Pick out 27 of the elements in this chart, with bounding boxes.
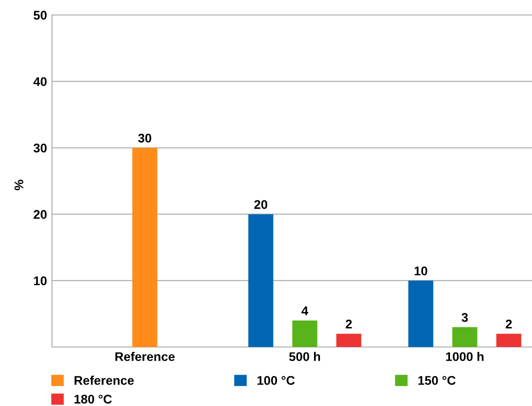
data-label: 30 [138, 134, 152, 143]
data-label: 2 [506, 320, 512, 328]
data-label: 10 [414, 266, 428, 276]
data-label: 2 [346, 320, 352, 328]
data-label: 4 [302, 306, 308, 316]
bar [408, 280, 434, 347]
bar [336, 334, 362, 347]
y-tick-label: 50 [34, 10, 47, 20]
data-label: 20 [254, 200, 268, 209]
y-tick-label: 10 [34, 276, 47, 286]
data-label: 3 [462, 312, 468, 322]
x-tick-label: Reference [115, 352, 175, 362]
y-tick-label: 20 [34, 210, 47, 219]
y-tick-label: 40 [33, 77, 47, 86]
legend-label: 150 °C [418, 376, 456, 385]
bar [452, 327, 478, 347]
legend-label: 100 °C [258, 376, 295, 385]
bar [248, 214, 274, 347]
y-tick-label: 30 [34, 144, 47, 152]
bar [292, 320, 318, 347]
bar [132, 148, 158, 347]
bar [496, 334, 522, 347]
x-tick-label: 500 h [289, 352, 320, 362]
legend-label: 180 °C [74, 394, 112, 404]
y-axis-title: % [14, 180, 24, 190]
legend-label: Reference [74, 376, 134, 385]
x-tick-label: 1000 h [446, 352, 484, 362]
